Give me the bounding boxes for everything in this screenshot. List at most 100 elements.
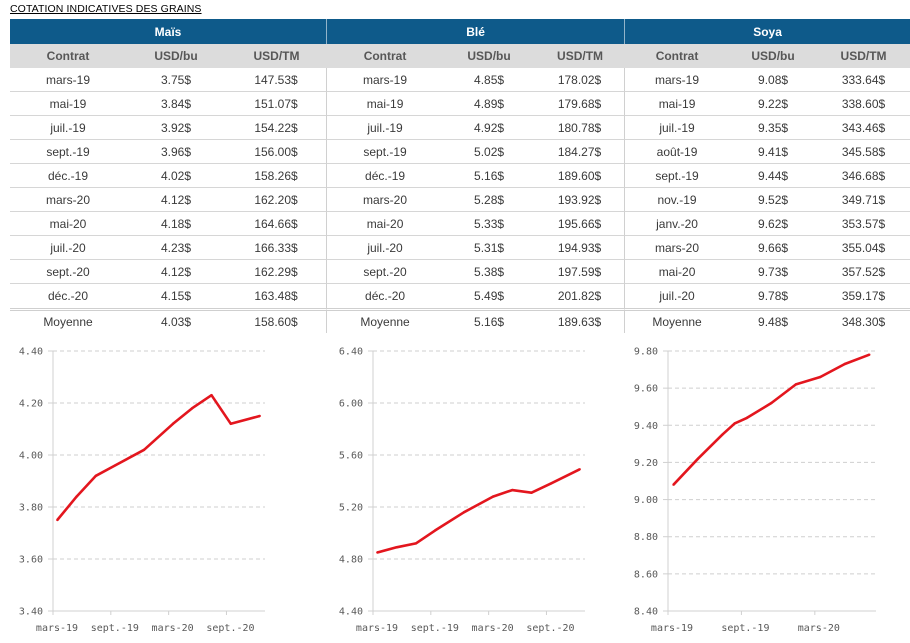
price-chart-3: 8.40 8.60 8.80 9.00 9.20 9.40 9.60 9.80 mars-19 s… (634, 347, 876, 634)
y-tick-label: 9.80 (634, 347, 658, 358)
usd-bu-cell: 4.12$ (126, 188, 226, 212)
x-tick-label: mars-20 (798, 623, 840, 634)
data-point (733, 422, 736, 425)
data-point (229, 422, 232, 425)
y-tick-label: 3.60 (19, 555, 43, 566)
usd-tm-cell: 343.46$ (817, 116, 910, 140)
usd-tm-cell: 355.04$ (817, 236, 910, 260)
x-tick-label: mars-20 (152, 623, 194, 634)
data-point (696, 457, 700, 460)
usd-tm-cell: 184.27$ (535, 140, 626, 164)
usd-bu-cell: 9.08$ (729, 68, 818, 92)
contract-cell: mars-19 (625, 68, 730, 92)
average-usd-tm-cell: 158.60$ (226, 311, 328, 333)
usd-bu-cell: 9.22$ (729, 92, 818, 116)
page-title: COTATION INDICATIVES DES GRAINS (10, 3, 202, 15)
usd-tm-cell: 178.02$ (535, 68, 626, 92)
column-header-contract: Contrat (625, 44, 730, 68)
contract-cell: mai-19 (625, 92, 730, 116)
contract-cell: mars-20 (10, 188, 126, 212)
data-point (94, 474, 98, 477)
average-row: Moyenne 4.03$ 158.60$ Moyenne 5.16$ 189.63$ Mo… (10, 311, 910, 333)
contract-cell: mars-19 (327, 68, 444, 92)
data-point (672, 483, 675, 486)
data-point (414, 542, 418, 545)
contract-cell: mai-19 (327, 92, 444, 116)
contract-cell: mars-20 (327, 188, 444, 212)
usd-tm-cell: 162.20$ (226, 188, 328, 212)
contract-cell: sept.-19 (10, 140, 126, 164)
usd-tm-cell: 195.66$ (535, 212, 626, 236)
table-row: juil.-20 4.23$ 166.33$ juil.-20 5.31$ 194.93$… (10, 236, 910, 260)
x-tick-label: sept.-19 (721, 623, 769, 634)
contract-cell: sept.-20 (327, 260, 444, 284)
data-point (549, 482, 552, 485)
data-point (721, 433, 724, 436)
data-point (843, 362, 846, 366)
data-point (376, 551, 379, 554)
price-chart-1: 3.40 3.60 3.80 4.00 4.20 4.40 mars-19 sept.-19 m… (19, 347, 265, 634)
y-tick-label: 9.40 (634, 421, 658, 432)
data-point (745, 416, 749, 420)
data-point (578, 468, 581, 471)
data-point (191, 407, 194, 410)
usd-bu-cell: 5.33$ (443, 212, 536, 236)
usd-tm-cell: 194.93$ (535, 236, 626, 260)
data-point (142, 448, 146, 451)
data-point (258, 414, 261, 418)
usd-tm-cell: 180.78$ (535, 116, 626, 140)
usd-bu-cell: 4.85$ (443, 68, 536, 92)
series-line (672, 353, 870, 486)
usd-bu-cell: 9.52$ (729, 188, 818, 212)
column-header-usd-tm: USD/TM (817, 44, 910, 68)
usd-bu-cell: 5.28$ (443, 188, 536, 212)
data-point (491, 495, 495, 498)
usd-bu-cell: 9.44$ (729, 164, 818, 188)
usd-tm-cell: 163.48$ (226, 284, 328, 311)
data-point (868, 353, 871, 356)
usd-bu-cell: 4.18$ (126, 212, 226, 236)
data-point (511, 488, 514, 492)
price-chart-2: 4.40 4.80 5.20 5.60 6.00 6.40 mars-19 sept.-19 m… (339, 347, 585, 634)
contract-cell: déc.-19 (10, 164, 126, 188)
usd-tm-cell: 158.26$ (226, 164, 328, 188)
data-point (530, 491, 533, 494)
contract-cell: déc.-20 (10, 284, 126, 311)
column-header-usd-tm: USD/TM (535, 44, 626, 68)
table-row: déc.-20 4.15$ 163.48$ déc.-20 5.49$ 201.82$ ju… (10, 284, 910, 311)
usd-bu-cell: 3.84$ (126, 92, 226, 116)
data-point (171, 422, 175, 425)
usd-bu-cell: 5.16$ (443, 164, 536, 188)
usd-tm-cell: 333.64$ (817, 68, 910, 92)
usd-bu-cell: 4.02$ (126, 164, 226, 188)
usd-tm-cell: 346.68$ (817, 164, 910, 188)
usd-bu-cell: 5.49$ (443, 284, 536, 311)
table-row: mars-19 3.75$ 147.53$ mars-19 4.85$ 178.02$ ma… (10, 68, 910, 92)
average-usd-tm-cell: 189.63$ (535, 311, 626, 333)
y-tick-label: 6.00 (339, 399, 363, 410)
contract-cell: mai-20 (10, 212, 126, 236)
x-tick-label: sept.-19 (411, 623, 459, 634)
contract-cell: sept.-20 (10, 260, 126, 284)
table-row: déc.-19 4.02$ 158.26$ déc.-19 5.16$ 189.60$ se… (10, 164, 910, 188)
contract-cell: mai-20 (625, 260, 730, 284)
column-header-usd-bu: USD/bu (443, 44, 536, 68)
table-row: juil.-19 3.92$ 154.22$ juil.-19 4.92$ 180.78$… (10, 116, 910, 140)
table-row: sept.-20 4.12$ 162.29$ sept.-20 5.38$ 197.59$… (10, 260, 910, 284)
contract-cell: sept.-19 (625, 164, 730, 188)
y-tick-label: 6.40 (339, 347, 363, 358)
contract-cell: mars-20 (625, 236, 730, 260)
x-tick-label: mars-20 (472, 623, 514, 634)
column-header-contract: Contrat (10, 44, 126, 68)
series-line (56, 393, 261, 521)
contract-cell: août-19 (625, 140, 730, 164)
usd-bu-cell: 9.62$ (729, 212, 818, 236)
table-row: mars-20 4.12$ 162.20$ mars-20 5.28$ 193.92$ no… (10, 188, 910, 212)
usd-tm-cell: 197.59$ (535, 260, 626, 284)
usd-bu-cell: 3.96$ (126, 140, 226, 164)
x-tick-label: mars-19 (36, 623, 78, 634)
y-tick-label: 8.40 (634, 607, 658, 618)
data-point (56, 518, 59, 522)
usd-bu-cell: 9.66$ (729, 236, 818, 260)
table-body: mars-19 3.75$ 147.53$ mars-19 4.85$ 178.02$ ma… (10, 68, 910, 333)
